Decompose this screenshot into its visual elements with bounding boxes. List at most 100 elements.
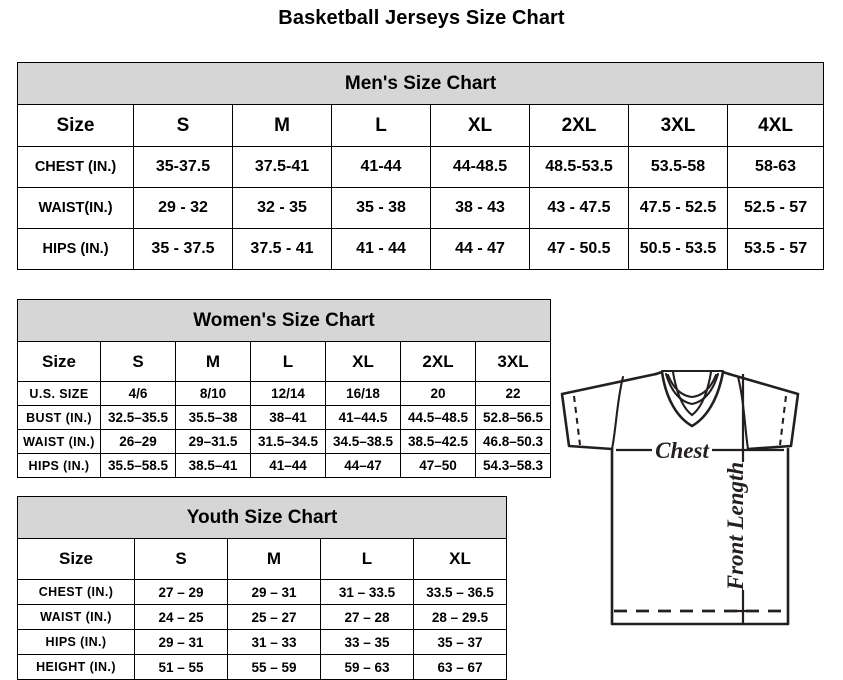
table-cell: 53.5-58 [628,146,728,188]
column-header-xl: XL [430,104,530,147]
column-header-l: L [250,341,326,382]
left-armhole-seam [610,375,625,451]
table-cell: 26–29 [100,429,176,454]
table-cell: 37.5 - 41 [232,228,332,270]
table-row: WAIST(IN.) 29 - 32 32 - 35 35 - 38 38 - … [17,187,825,229]
row-header-chest: CHEST (IN.) [17,579,135,605]
column-header-size: Size [17,104,134,147]
table-row: BUST (IN.) 32.5–35.5 35.5–38 38–41 41–44… [17,405,551,430]
left-sleeve-cuff-stitch-icon [572,395,582,446]
table-cell: 29 – 31 [134,629,228,655]
table-cell: 33 – 35 [320,629,414,655]
collar-band-arc-inner [666,373,718,399]
row-header-bust: BUST (IN.) [17,405,101,430]
right-armhole-seam [736,375,750,451]
table-row: CHEST (IN.) 35-37.5 37.5-41 41-44 44-48.… [17,146,825,188]
table-cell: 29 - 32 [133,187,233,229]
table-cell: 41–44.5 [325,405,401,430]
row-header-chest: CHEST (IN.) [17,146,134,188]
table-cell: 44–47 [325,453,401,478]
right-sleeve-shape [727,372,800,451]
jersey-measurement-diagram: Chest Front Length [516,352,843,679]
table-header-row: Size S M L XL [17,538,508,580]
table-row: WAIST (IN.) 26–29 29–31.5 31.5–34.5 34.5… [17,429,551,454]
table-row: U.S. SIZE 4/6 8/10 12/14 16/18 20 22 [17,381,551,406]
column-header-4xl: 4XL [726,104,825,147]
table-cell: 37.5-41 [232,146,332,188]
table-caption-row: Youth Size Chart [16,496,508,539]
neckline-inner-v [671,370,713,417]
page-title: Basketball Jerseys Size Chart [278,7,565,29]
table-cell: 44.5–48.5 [400,405,476,430]
jersey-svg: Chest Front Length [560,369,800,626]
table-cell: 38.5–42.5 [400,429,476,454]
table-cell: 47 - 50.5 [529,228,629,270]
table-header-row: Size S M L XL 2XL 3XL [17,341,551,382]
youth-chart-caption: Youth Size Chart [16,496,508,539]
table-row: HEIGHT (IN.) 51 – 55 55 – 59 59 – 63 63 … [17,654,508,680]
table-cell: 63 – 67 [412,654,508,680]
column-header-s: S [133,104,233,147]
table-cell: 47.5 - 52.5 [628,187,728,229]
table-cell: 29–31.5 [175,429,251,454]
table-cell: 55 – 59 [227,654,321,680]
collar-band-arc-outer [664,372,720,406]
table-cell: 51 – 55 [134,654,228,680]
table-cell: 46.8–50.3 [475,429,551,454]
table-row: WAIST (IN.) 24 – 25 25 – 27 27 – 28 28 –… [17,604,508,630]
column-header-s: S [100,341,176,382]
table-cell: 35.5–38 [175,405,251,430]
table-cell: 38.5–41 [175,453,251,478]
table-cell: 8/10 [175,381,251,406]
jersey-body-outline [610,447,790,626]
column-header-m: M [227,538,321,580]
table-cell: 34.5–38.5 [325,429,401,454]
table-cell: 20 [400,381,476,406]
table-cell: 28 – 29.5 [412,604,508,630]
table-cell: 44 - 47 [430,228,530,270]
table-cell: 38–41 [250,405,326,430]
table-cell: 22 [475,381,551,406]
column-header-m: M [175,341,251,382]
table-cell: 50.5 - 53.5 [628,228,728,270]
table-cell: 41 - 44 [331,228,431,270]
table-row: HIPS (IN.) 35 - 37.5 37.5 - 41 41 - 44 4… [17,228,825,270]
table-cell: 31 – 33.5 [320,579,414,605]
front-length-label: Front Length [723,462,748,591]
row-header-waist: WAIST (IN.) [17,604,135,630]
table-header-row: Size S M L XL 2XL 3XL 4XL [17,104,825,147]
table-cell: 32.5–35.5 [100,405,176,430]
table-caption-row: Men's Size Chart [16,62,825,105]
table-cell: 24 – 25 [134,604,228,630]
column-header-xl: XL [325,341,401,382]
row-header-height: HEIGHT (IN.) [17,654,135,680]
table-row: HIPS (IN.) 35.5–58.5 38.5–41 41–44 44–47… [17,453,551,478]
table-cell: 38 - 43 [430,187,530,229]
table-cell: 59 – 63 [320,654,414,680]
chest-label: Chest [655,438,709,463]
table-cell: 31.5–34.5 [250,429,326,454]
womens-chart-caption: Women's Size Chart [17,299,551,342]
table-cell: 44-48.5 [430,146,530,188]
column-header-xl: XL [412,538,508,580]
table-cell: 58-63 [726,146,825,188]
row-header-us-size: U.S. SIZE [17,381,101,406]
column-header-l: L [320,538,414,580]
table-cell: 43 - 47.5 [529,187,629,229]
table-cell: 41-44 [331,146,431,188]
column-header-2xl: 2XL [400,341,476,382]
right-sleeve-cuff-stitch-icon [778,395,788,446]
table-cell: 31 – 33 [227,629,321,655]
table-cell: 16/18 [325,381,401,406]
table-cell: 41–44 [250,453,326,478]
column-header-size: Size [17,538,135,580]
table-row: CHEST (IN.) 27 – 29 29 – 31 31 – 33.5 33… [17,579,508,605]
table-cell: 35 – 37 [412,629,508,655]
table-cell: 54.3–58.3 [475,453,551,478]
table-cell: 33.5 – 36.5 [412,579,508,605]
table-cell: 4/6 [100,381,176,406]
row-header-waist: WAIST (IN.) [17,429,101,454]
table-cell: 12/14 [250,381,326,406]
row-header-waist: WAIST(IN.) [17,187,134,229]
table-cell: 53.5 - 57 [726,228,825,270]
